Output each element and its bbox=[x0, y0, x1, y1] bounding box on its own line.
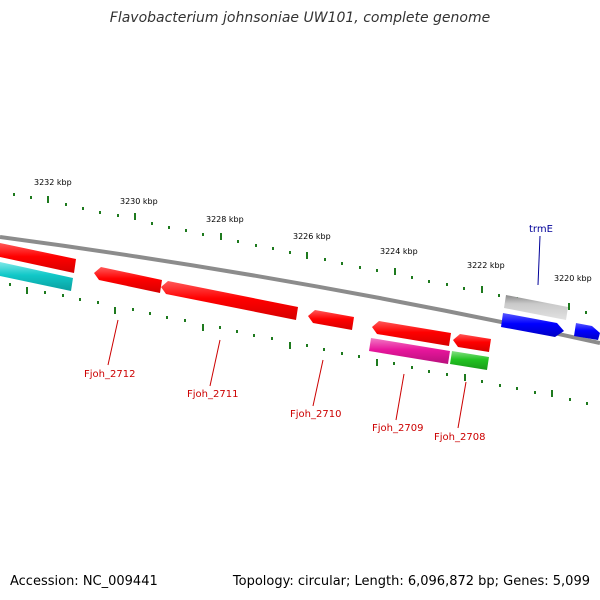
gene-label-fjoh-2710: Fjoh_2710 bbox=[290, 409, 341, 420]
gene-arrow-blue-edge bbox=[574, 323, 600, 340]
gene-arrow-red-edge bbox=[0, 243, 76, 273]
genome-summary-text: Topology: circular; Length: 6,096,872 bp… bbox=[232, 574, 590, 589]
gene-label-fjoh-2708: Fjoh_2708 bbox=[434, 432, 485, 443]
gene-arrow-cyan-edge bbox=[0, 262, 73, 291]
tick-label-3226: 3226 kbp bbox=[293, 232, 331, 241]
map-title: Flavobacterium johnsoniae UW101, complet… bbox=[109, 10, 491, 26]
tick-label-3230: 3230 kbp bbox=[120, 197, 158, 206]
gene-label-fjoh-2712: Fjoh_2712 bbox=[84, 369, 135, 380]
gene-label-fjoh-2711: Fjoh_2711 bbox=[187, 389, 238, 400]
gene-arrow-fjoh-2708 bbox=[453, 334, 491, 352]
tick-label-3220: 3220 kbp bbox=[554, 274, 592, 283]
gene-arrow-trme-product bbox=[504, 295, 568, 320]
gene-label-trme: trmE bbox=[529, 224, 553, 235]
tick-label-3228: 3228 kbp bbox=[206, 215, 244, 224]
gene-arrow-fjoh-2710 bbox=[308, 310, 354, 330]
gene-arrow-fjoh-2712 bbox=[94, 267, 162, 293]
inner-tick-row bbox=[9, 283, 588, 405]
accession-text: Accession: NC_009441 bbox=[10, 574, 158, 589]
gene-label-fjoh-2709: Fjoh_2709 bbox=[372, 423, 423, 434]
tick-label-3222: 3222 kbp bbox=[467, 261, 505, 270]
label-leaders bbox=[107, 235, 541, 429]
gene-arrow-trme bbox=[501, 313, 564, 337]
gene-arrow-fjoh-2708-product bbox=[450, 351, 489, 370]
gene-arrow-fjoh-2711 bbox=[161, 281, 298, 320]
gene-arrow-fjoh-2709 bbox=[372, 321, 451, 346]
outer-tick-row bbox=[13, 193, 587, 314]
tick-label-3232: 3232 kbp bbox=[34, 178, 72, 187]
gene-arrow-fjoh-2709-product bbox=[369, 338, 450, 364]
tick-label-3224: 3224 kbp bbox=[380, 247, 418, 256]
